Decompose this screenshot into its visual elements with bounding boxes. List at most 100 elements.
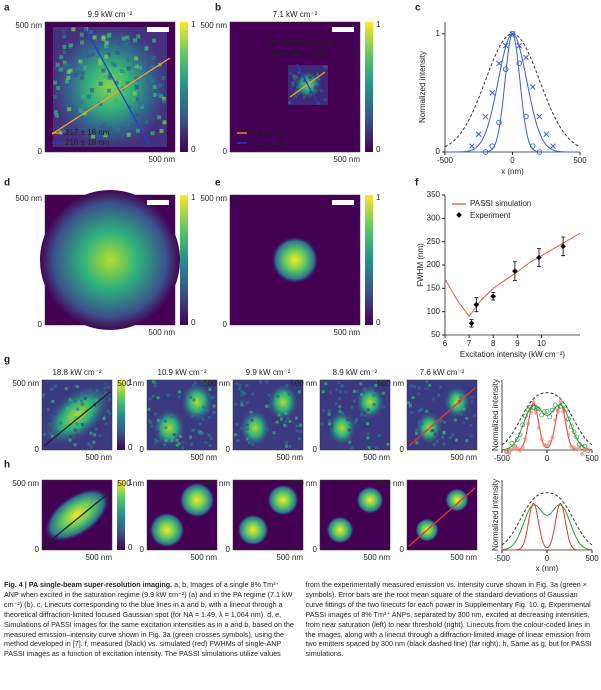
noise-pixel <box>80 402 84 406</box>
noise-pixel <box>61 123 66 128</box>
image-border <box>406 379 478 451</box>
noise-pixel <box>73 428 77 432</box>
noise-pixel <box>352 389 356 393</box>
linecut <box>408 487 476 547</box>
noise-pixel <box>415 441 419 445</box>
panel-label: c <box>415 3 421 14</box>
noise-pixel <box>366 432 370 436</box>
x-tick-label: -500 <box>494 554 511 563</box>
noise-pixel <box>236 439 240 443</box>
colorbar-min: 0 <box>376 145 381 154</box>
cross-point <box>543 131 550 138</box>
x-tick-label: 500 <box>573 156 587 165</box>
noise-pixel <box>472 414 476 418</box>
noise-pixel <box>251 392 255 396</box>
circle-point <box>536 149 543 155</box>
panel-title: 8.9 kW cm⁻² <box>333 368 378 377</box>
noise-pixel <box>284 419 288 423</box>
circle-point <box>482 149 489 155</box>
noise-pixel <box>74 384 78 388</box>
noise-pixel <box>264 443 268 447</box>
noise-pixel <box>114 80 119 85</box>
noise-pixel <box>100 394 104 398</box>
noise-pixel <box>87 94 92 99</box>
noise-pixel <box>459 395 463 399</box>
noise-pixel <box>265 386 269 390</box>
colorbar <box>117 480 125 550</box>
experiment-point <box>560 243 566 250</box>
scale-top: 500 nm <box>377 479 404 488</box>
noise-pixel <box>158 83 163 88</box>
linecut-sample <box>523 436 528 441</box>
noise-pixel <box>125 81 130 86</box>
noise-pixel <box>284 424 288 428</box>
noise-pixel <box>75 433 79 437</box>
noise-pixel <box>53 80 58 85</box>
noise-pixel <box>125 122 130 127</box>
scale-right: 500 nm <box>333 328 360 337</box>
intensity-spot <box>444 386 470 418</box>
noise-pixel <box>272 431 276 435</box>
linecut-sample <box>558 403 563 409</box>
noise-pixel <box>426 387 430 391</box>
noise-pixel <box>65 63 70 68</box>
noise-pixel <box>76 385 80 389</box>
noise-pixel <box>250 418 254 422</box>
noise-pixel <box>323 94 327 98</box>
intensity-spot <box>149 512 185 548</box>
noise-pixel <box>347 388 351 392</box>
noise-pixel <box>65 424 69 428</box>
scale-right: 500 nm <box>333 155 360 164</box>
noise-pixel <box>162 120 167 125</box>
noise-pixel <box>163 419 167 423</box>
noise-pixel <box>284 444 288 448</box>
noise-pixel <box>161 96 166 101</box>
intensity-spot <box>43 487 111 543</box>
noise-pixel <box>79 75 84 80</box>
noise-pixel <box>323 98 327 102</box>
noise-pixel <box>315 95 319 99</box>
noise-pixel <box>151 380 155 384</box>
noise-pixel <box>327 412 331 416</box>
noise-pixel <box>323 65 327 69</box>
noise-pixel <box>207 415 211 419</box>
y-tick-label: 150 <box>427 283 441 292</box>
noise-pixel <box>411 396 415 400</box>
colorbar <box>365 22 373 152</box>
noise-pixel <box>190 414 194 418</box>
noise-pixel <box>294 75 298 79</box>
image-background <box>407 480 477 550</box>
noise-pixel <box>247 441 251 445</box>
noise-pixel <box>419 385 423 389</box>
intensity-spot <box>237 514 269 546</box>
noise-pixel <box>103 44 108 49</box>
noise-pixel <box>294 94 298 98</box>
noise-pixel <box>454 438 458 442</box>
noise-pixel <box>245 383 249 387</box>
noise-pixel <box>138 103 143 108</box>
linecut-sample <box>566 416 571 422</box>
noise-pixel <box>58 130 63 135</box>
x-tick-label: 10 <box>537 339 546 348</box>
noise-pixel <box>48 429 52 433</box>
linecut-sample <box>536 425 541 430</box>
noise-pixel <box>204 440 208 444</box>
noise-pixel <box>297 76 301 80</box>
noise-pixel <box>91 134 96 139</box>
noise-pixel <box>80 71 85 76</box>
noise-pixel <box>198 430 202 434</box>
noise-pixel <box>201 431 205 435</box>
noise-pixel <box>292 65 296 69</box>
cross-point <box>489 90 496 96</box>
noise-pixel <box>107 126 112 131</box>
noise-pixel <box>209 396 213 400</box>
noise-pixel <box>435 439 439 443</box>
cross-point <box>496 60 502 67</box>
cross-point <box>529 84 536 90</box>
experiment-point <box>468 320 475 327</box>
linecut-sample <box>547 414 553 420</box>
scale-right: 500 nm <box>190 553 217 562</box>
y-tick-label: 250 <box>427 237 441 246</box>
noise-pixel <box>48 419 52 423</box>
noise-pixel <box>126 57 131 62</box>
